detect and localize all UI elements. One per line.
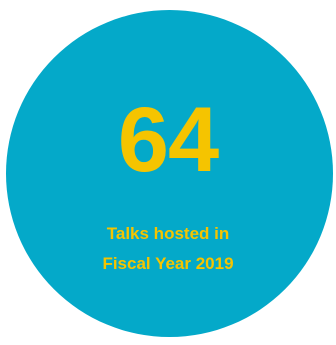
stat-caption-line-2: Fiscal Year 2019	[102, 254, 234, 273]
stat-caption-line-1: Talks hosted in	[106, 224, 230, 243]
stat-circle	[6, 10, 333, 337]
stat-value: 64	[117, 89, 219, 191]
